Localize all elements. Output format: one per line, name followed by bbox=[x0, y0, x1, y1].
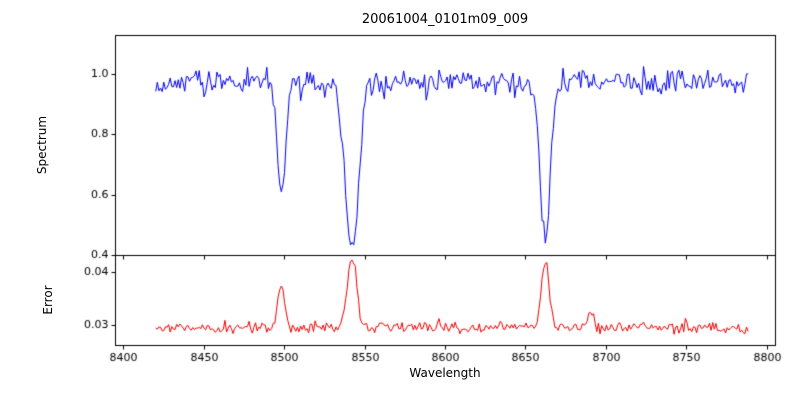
plot-title: 20061004_0101m09_009 bbox=[361, 12, 529, 27]
error-y-axis-label: Error bbox=[41, 285, 55, 315]
wavelength-x-axis-label: Wavelength bbox=[409, 366, 481, 380]
spectrum-y-axis-label: Spectrum bbox=[35, 115, 49, 175]
